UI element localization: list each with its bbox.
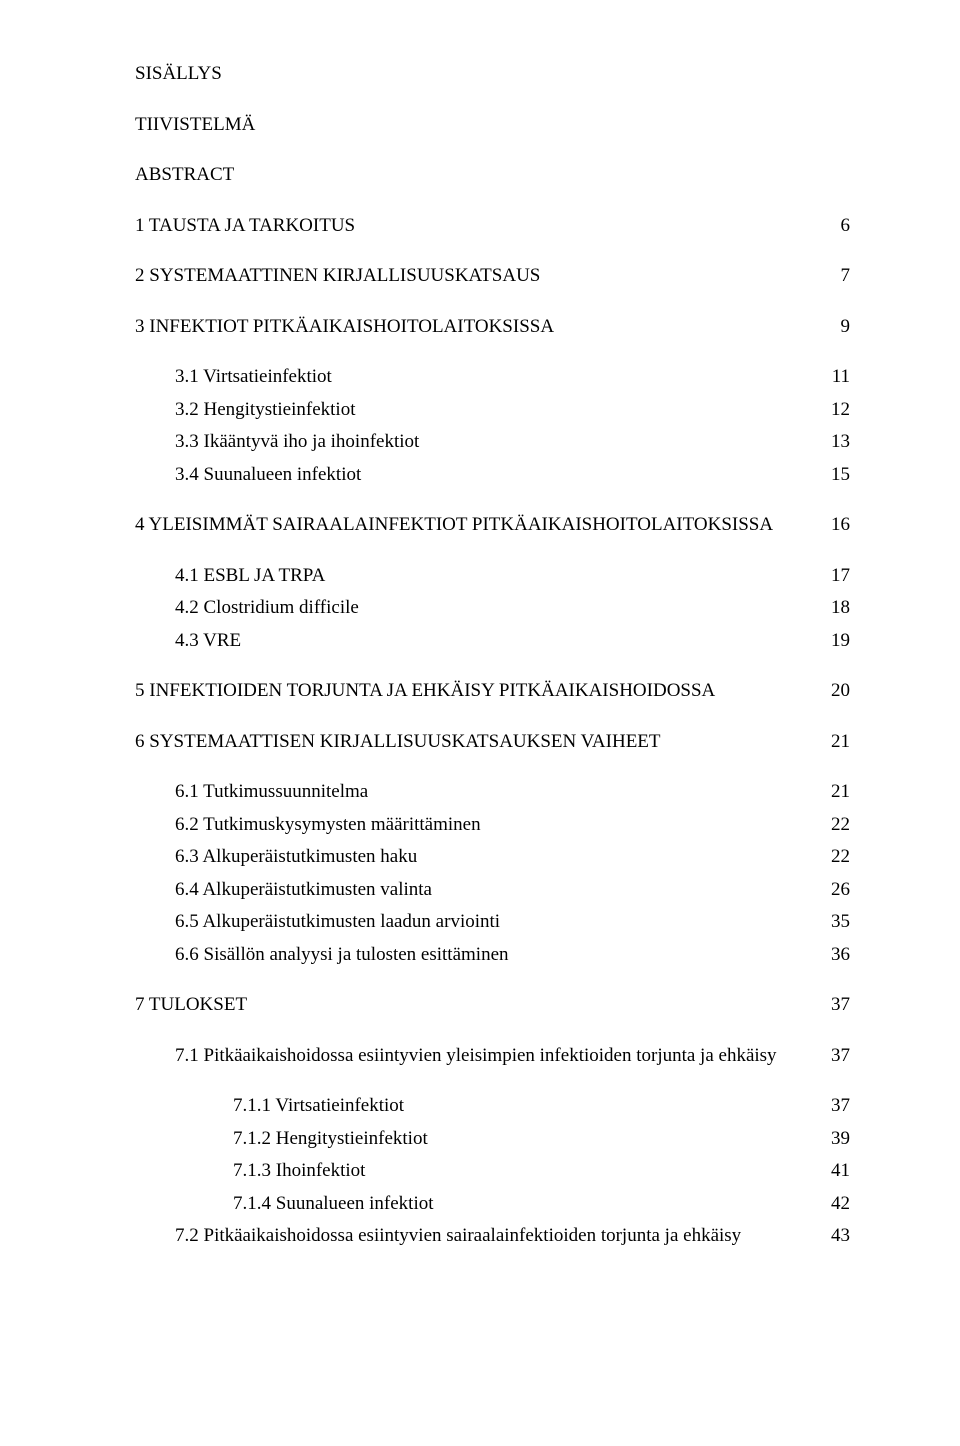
toc-row: 6.1 Tutkimussuunnitelma21 [135,778,850,807]
heading-tiivistelma: TIIVISTELMÄ [135,111,850,140]
toc-entry-label: 3.3 Ikääntyvä iho ja ihoinfektiot [135,428,820,457]
toc-entry-label: 6.6 Sisällön analyysi ja tulosten esittä… [135,941,820,970]
toc-entry-page: 21 [820,778,850,807]
toc-entry-label: 6.2 Tutkimuskysymysten määrittäminen [135,811,820,840]
toc-entry-page: 18 [820,594,850,623]
toc-row: 7.1.2 Hengitystieinfektiot39 [135,1125,850,1154]
toc-entry-page: 11 [820,363,850,392]
toc-entry-label: 7.1 Pitkäaikaishoidossa esiintyvien ylei… [135,1042,820,1071]
toc-entry-page: 16 [820,511,850,540]
toc-entry-label: 3.4 Suunalueen infektiot [135,461,820,490]
toc-entry-page: 6 [820,212,850,241]
toc-row: 7.1.4 Suunalueen infektiot42 [135,1190,850,1219]
toc-entry-page: 42 [820,1190,850,1219]
toc-entry-label: 6.5 Alkuperäistutkimusten laadun arvioin… [135,908,820,937]
toc-entry-page: 37 [820,1092,850,1121]
toc-row: 2 SYSTEMAATTINEN KIRJALLISUUSKATSAUS7 [135,262,850,291]
toc-entry-label: 4.1 ESBL JA TRPA [135,562,820,591]
toc-entry-label: 4.2 Clostridium difficile [135,594,820,623]
toc-row: 3.1 Virtsatieinfektiot11 [135,363,850,392]
toc-row: 4 YLEISIMMÄT SAIRAALAINFEKTIOT PITKÄAIKA… [135,511,850,540]
toc-row: 6.5 Alkuperäistutkimusten laadun arvioin… [135,908,850,937]
toc-entry-page: 37 [820,991,850,1020]
toc-row: 7 TULOKSET37 [135,991,850,1020]
toc-entry-page: 22 [820,811,850,840]
heading-abstract: ABSTRACT [135,161,850,190]
toc-entry-page: 21 [820,728,850,757]
heading-sisallys: SISÄLLYS [135,60,850,89]
table-of-contents: 1 TAUSTA JA TARKOITUS62 SYSTEMAATTINEN K… [135,212,850,1251]
toc-entry-label: 6 SYSTEMAATTISEN KIRJALLISUUSKATSAUKSEN … [135,728,820,757]
toc-row: 3.3 Ikääntyvä iho ja ihoinfektiot13 [135,428,850,457]
toc-entry-label: 3.2 Hengitystieinfektiot [135,396,820,425]
toc-entry-page: 39 [820,1125,850,1154]
toc-entry-page: 43 [820,1222,850,1251]
toc-row: 7.1 Pitkäaikaishoidossa esiintyvien ylei… [135,1042,850,1071]
toc-row: 6.3 Alkuperäistutkimusten haku22 [135,843,850,872]
toc-entry-page: 41 [820,1157,850,1186]
toc-entry-page: 26 [820,876,850,905]
toc-entry-label: 4.3 VRE [135,627,820,656]
toc-entry-page: 15 [820,461,850,490]
toc-entry-label: 6.1 Tutkimussuunnitelma [135,778,820,807]
toc-entry-label: 1 TAUSTA JA TARKOITUS [135,212,820,241]
toc-row: 3.2 Hengitystieinfektiot12 [135,396,850,425]
toc-entry-label: 3.1 Virtsatieinfektiot [135,363,820,392]
toc-entry-page: 35 [820,908,850,937]
toc-row: 5 INFEKTIOIDEN TORJUNTA JA EHKÄISY PITKÄ… [135,677,850,706]
toc-row: 6.4 Alkuperäistutkimusten valinta26 [135,876,850,905]
toc-entry-label: 7.1.4 Suunalueen infektiot [135,1190,820,1219]
toc-entry-page: 13 [820,428,850,457]
toc-entry-label: 7 TULOKSET [135,991,820,1020]
toc-entry-label: 4 YLEISIMMÄT SAIRAALAINFEKTIOT PITKÄAIKA… [135,511,820,540]
toc-entry-label: 7.1.2 Hengitystieinfektiot [135,1125,820,1154]
toc-row: 6 SYSTEMAATTISEN KIRJALLISUUSKATSAUKSEN … [135,728,850,757]
toc-entry-page: 9 [820,313,850,342]
toc-row: 7.1.1 Virtsatieinfektiot37 [135,1092,850,1121]
toc-entry-page: 36 [820,941,850,970]
toc-row: 4.1 ESBL JA TRPA17 [135,562,850,591]
toc-entry-label: 3 INFEKTIOT PITKÄAIKAISHOITOLAITOKSISSA [135,313,820,342]
toc-row: 1 TAUSTA JA TARKOITUS6 [135,212,850,241]
toc-entry-label: 6.3 Alkuperäistutkimusten haku [135,843,820,872]
toc-row: 6.6 Sisällön analyysi ja tulosten esittä… [135,941,850,970]
toc-entry-page: 37 [820,1042,850,1071]
toc-entry-page: 17 [820,562,850,591]
toc-entry-label: 5 INFEKTIOIDEN TORJUNTA JA EHKÄISY PITKÄ… [135,677,820,706]
toc-entry-page: 12 [820,396,850,425]
toc-row: 4.2 Clostridium difficile18 [135,594,850,623]
toc-row: 6.2 Tutkimuskysymysten määrittäminen22 [135,811,850,840]
toc-entry-page: 7 [820,262,850,291]
toc-row: 3 INFEKTIOT PITKÄAIKAISHOITOLAITOKSISSA9 [135,313,850,342]
toc-entry-label: 2 SYSTEMAATTINEN KIRJALLISUUSKATSAUS [135,262,820,291]
toc-row: 4.3 VRE19 [135,627,850,656]
toc-entry-page: 19 [820,627,850,656]
toc-entry-page: 20 [820,677,850,706]
toc-row: 7.2 Pitkäaikaishoidossa esiintyvien sair… [135,1222,850,1251]
toc-entry-label: 6.4 Alkuperäistutkimusten valinta [135,876,820,905]
toc-entry-label: 7.1.1 Virtsatieinfektiot [135,1092,820,1121]
toc-entry-label: 7.2 Pitkäaikaishoidossa esiintyvien sair… [135,1222,820,1251]
toc-row: 7.1.3 Ihoinfektiot41 [135,1157,850,1186]
toc-entry-page: 22 [820,843,850,872]
toc-entry-label: 7.1.3 Ihoinfektiot [135,1157,820,1186]
toc-row: 3.4 Suunalueen infektiot15 [135,461,850,490]
